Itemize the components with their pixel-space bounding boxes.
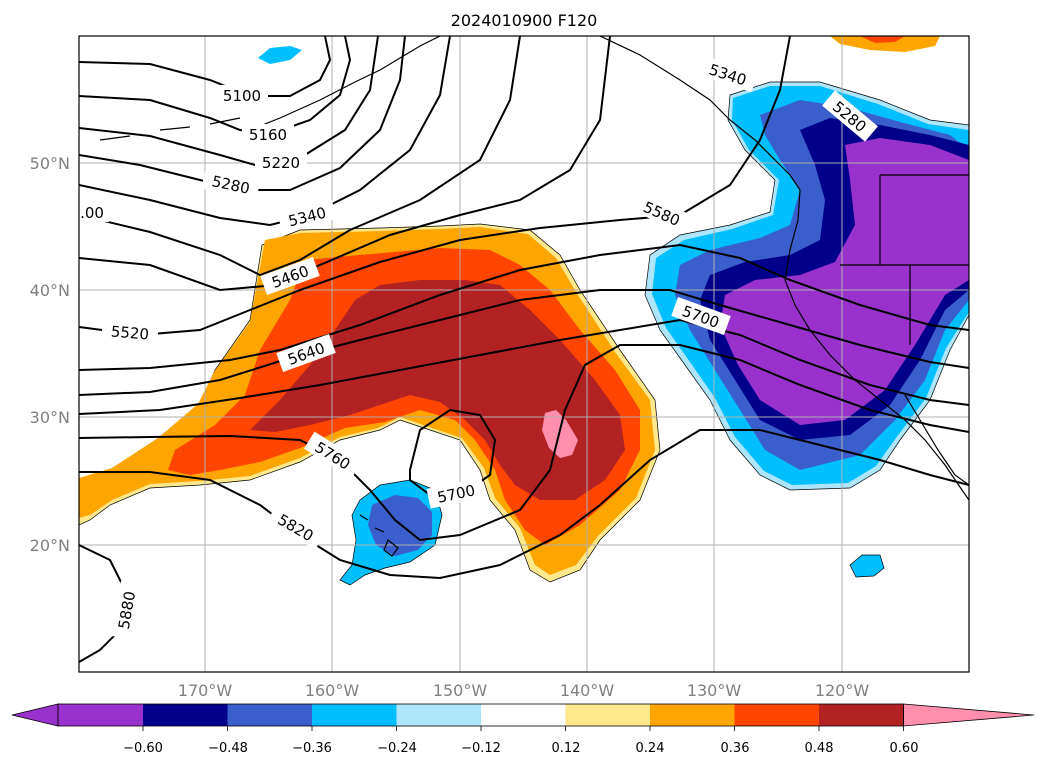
latitude-labels: 50°N 40°N 30°N 20°N xyxy=(30,154,70,555)
contour-5460 xyxy=(79,36,611,292)
map-area: 5100 5160 5220 5280 5340 .00 5460 5520 5… xyxy=(79,36,969,672)
colorbar-tick-label: −0.24 xyxy=(377,741,417,756)
lon-label-120w: 120°W xyxy=(815,681,870,700)
anomaly-shade-0-48 xyxy=(250,280,625,500)
colorbar-segment xyxy=(650,704,735,726)
alaska-peninsula-coast xyxy=(249,36,441,131)
colorbar-tick-label: 0.48 xyxy=(805,741,834,756)
colorbar-segment xyxy=(565,704,651,726)
contour-5100 xyxy=(79,36,332,97)
hawaii-anomaly-region xyxy=(258,36,940,586)
colorbar-segment xyxy=(481,704,566,726)
lon-label-170w: 170°W xyxy=(178,681,233,700)
colorbar-segment xyxy=(312,704,397,726)
lat-label-50n: 50°N xyxy=(30,154,70,173)
contour-5760 xyxy=(79,344,969,542)
colorbar-segment xyxy=(396,704,482,726)
lon-label-130w: 130°W xyxy=(687,681,742,700)
anomaly-hawaii-inner xyxy=(368,495,432,556)
lon-label-150w: 150°W xyxy=(433,681,488,700)
contour-5700-loop xyxy=(409,408,497,497)
contour-label-5520: 5520 xyxy=(110,322,150,343)
baja-coast xyxy=(904,394,969,486)
contour-5520 xyxy=(79,36,791,337)
lon-label-160w: 160°W xyxy=(305,681,360,700)
contour-label-5220: 5220 xyxy=(262,154,300,172)
colorbar-tick-label: −0.12 xyxy=(461,741,501,756)
colorbar-tick-label: 0.36 xyxy=(721,741,750,756)
height-contours xyxy=(79,36,969,663)
colorbar-segment xyxy=(819,704,904,726)
longitude-labels: 170°W 160°W 150°W 140°W 130°W 120°W xyxy=(178,681,870,700)
colorbar-tick-label: −0.60 xyxy=(123,741,163,756)
anomaly-small-ne-core xyxy=(860,36,905,43)
map-title: 2024010900 F120 xyxy=(451,11,598,30)
contour-5820 xyxy=(79,429,969,580)
colorbar-segment xyxy=(58,704,143,726)
alaska-panhandle-coast xyxy=(599,36,801,191)
colorbar-tick-label: 0.12 xyxy=(552,741,581,756)
positive-anomaly-region xyxy=(79,223,661,583)
hawaii-islands xyxy=(359,514,399,557)
colorbar-tick-labels: −0.60 −0.48 −0.36 −0.24 −0.12 0.12 0.24 … xyxy=(123,741,918,756)
lat-label-30n: 30°N xyxy=(30,408,70,427)
colorbar-tick-label: 0.60 xyxy=(890,741,919,756)
contour-5700-north xyxy=(79,318,969,415)
contour-5580 xyxy=(79,243,969,371)
lat-label-40n: 40°N xyxy=(30,281,70,300)
us-west-coast xyxy=(784,189,969,501)
aleutian-islands xyxy=(99,117,241,141)
colorbar-tick-label: −0.48 xyxy=(208,741,248,756)
colorbar-tick-label: 0.24 xyxy=(636,741,665,756)
colorbar-segment xyxy=(227,704,313,726)
contour-label-5400: .00 xyxy=(80,204,104,222)
anomaly-small-ne xyxy=(830,36,940,52)
contour-5640 xyxy=(79,289,969,396)
colorbar-segment xyxy=(143,704,228,726)
map-frame xyxy=(78,35,970,673)
lon-label-140w: 140°W xyxy=(560,681,615,700)
colorbar-arrow-right xyxy=(903,703,1035,727)
colorbar xyxy=(11,703,1035,731)
contour-5280 xyxy=(79,36,406,191)
colorbar-arrow-left xyxy=(11,703,59,727)
colorbar-tick-label: −0.36 xyxy=(292,741,332,756)
lat-label-20n: 20°N xyxy=(30,536,70,555)
colorbar-segment xyxy=(734,704,820,726)
coastlines xyxy=(99,36,969,557)
contour-label-5160: 5160 xyxy=(249,126,287,144)
anomaly-small-east xyxy=(849,554,885,578)
anomaly-small-nw xyxy=(258,46,302,64)
contour-5400 xyxy=(79,36,521,277)
state-borders xyxy=(840,174,969,345)
contour-label-5100: 5100 xyxy=(223,87,261,105)
